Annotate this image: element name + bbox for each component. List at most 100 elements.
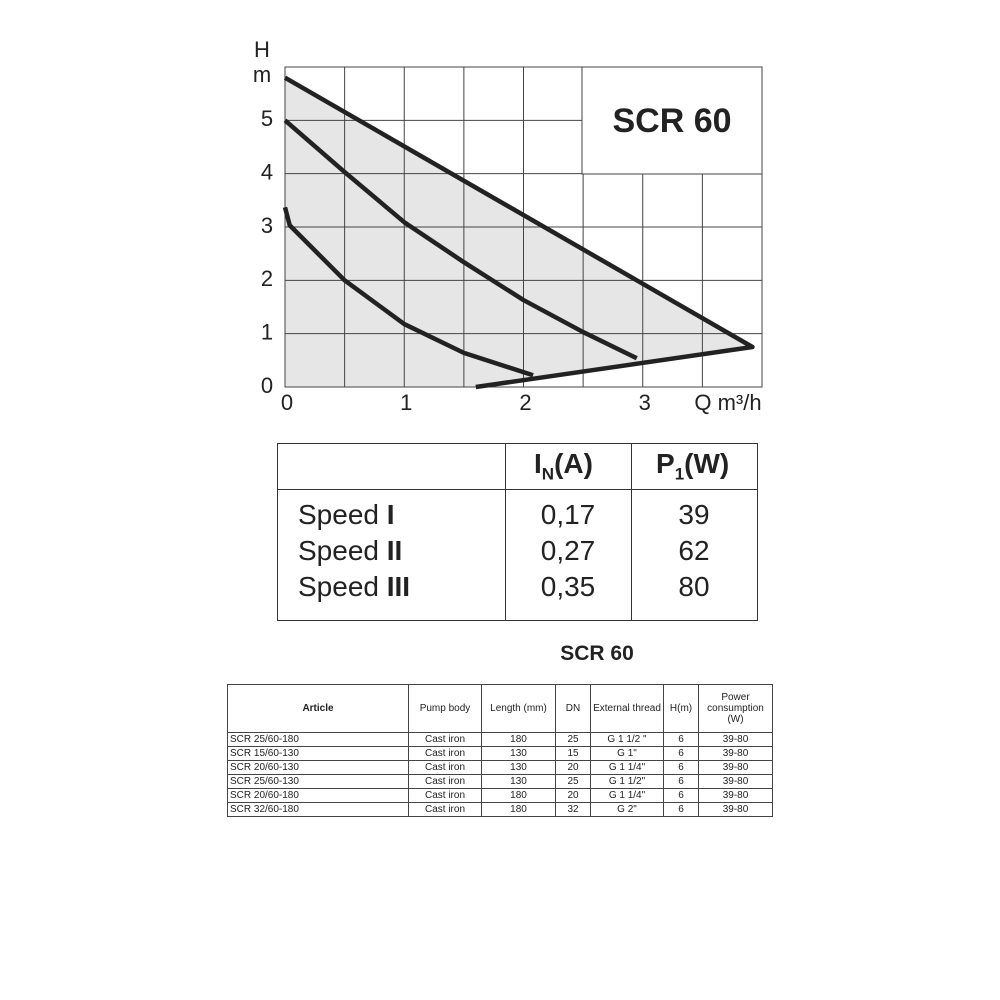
x-tick-label: 0 <box>281 390 293 415</box>
header-main: I <box>534 448 542 479</box>
table-cell: SCR 32/60-180 <box>227 802 409 817</box>
speed-level: II <box>386 535 403 566</box>
column-header: Article <box>227 684 409 733</box>
row-label: Speed II <box>298 535 402 567</box>
shaded-area <box>285 77 753 388</box>
table-row: SCR 15/60-130 Cast iron 130 15 G 1" 6 39-80 <box>227 746 773 761</box>
table-cell: 180 <box>481 802 556 817</box>
table-cell: G 1" <box>590 746 664 761</box>
speed-word: Speed <box>298 535 379 566</box>
speed-table: IN(A) P1(W) Speed I 0,17 39 Speed II 0,27 62 S… <box>277 443 758 621</box>
cell-value: 80 <box>678 571 710 602</box>
table-row: SCR 20/60-130 Cast iron 130 20 G 1 1/4" 6 39-8… <box>227 760 773 775</box>
column-header: Power consumption (W) <box>698 684 773 733</box>
table-cell: 32 <box>555 802 591 817</box>
header-sub: N <box>541 464 555 484</box>
chart-title: SCR 60 <box>612 102 731 140</box>
y-axis-unit: m <box>253 62 271 87</box>
table-row: SCR 32/60-180 Cast iron 180 32 G 2" 6 39-80 <box>227 802 773 817</box>
table-cell: G 1 1/4" <box>590 760 664 775</box>
row-label: Speed III <box>298 571 410 603</box>
table-cell: Cast iron <box>408 760 482 775</box>
title-box <box>581 66 763 175</box>
table-row: SCR 25/60-180 Cast iron 180 25 G 1 1/2 " 6 39-… <box>227 732 773 747</box>
article-table: Article Pump body Length (mm) DN External th… <box>227 684 773 817</box>
speed-level: III <box>386 571 411 602</box>
table-cell: G 1 1/2" <box>590 774 664 789</box>
x-tick-label: 1 <box>400 390 412 415</box>
divider <box>278 489 757 490</box>
y-axis-label: H <box>254 37 270 62</box>
table-cell: 130 <box>481 774 556 789</box>
header-sub: 1 <box>674 464 685 484</box>
table-cell: Cast iron <box>408 774 482 789</box>
table-cell: Cast iron <box>408 732 482 747</box>
table-cell: 6 <box>663 774 699 789</box>
column-header: H(m) <box>663 684 699 733</box>
table-cell: 6 <box>663 802 699 817</box>
table-cell: 6 <box>663 732 699 747</box>
cell-value: 0,27 <box>540 535 596 566</box>
y-tick-label: 2 <box>261 266 273 291</box>
column-header: DN <box>555 684 591 733</box>
table-cell: 39-80 <box>698 802 773 817</box>
x-axis-label: Q m³/h <box>694 390 761 415</box>
curve <box>283 75 755 390</box>
table-cell: Cast iron <box>408 802 482 817</box>
cell-value: 39 <box>678 499 710 530</box>
y-tick-label: 3 <box>261 213 273 238</box>
table-cell: SCR 25/60-180 <box>227 732 409 747</box>
table-cell: 39-80 <box>698 746 773 761</box>
table-cell: 20 <box>555 788 591 803</box>
curve <box>282 206 534 378</box>
chart: SCR 60 H m Q m³/h 0 1 2 3 0 1 2 3 4 5 <box>253 37 763 415</box>
table-cell: 25 <box>555 732 591 747</box>
cell-value: 0,17 <box>540 499 596 530</box>
cell-value: 0,35 <box>540 571 596 602</box>
table-cell: 25 <box>555 774 591 789</box>
table-cell: 6 <box>663 788 699 803</box>
speed-level: I <box>386 499 395 530</box>
cell-value: 62 <box>678 535 710 566</box>
column-header: P1(W) <box>656 448 729 485</box>
table-cell: SCR 20/60-180 <box>227 788 409 803</box>
table-row: SCR 20/60-180 Cast iron 180 20 G 1 1/4" 6 39-8… <box>227 788 773 803</box>
table-cell: 6 <box>663 746 699 761</box>
table-cell: SCR 20/60-130 <box>227 760 409 775</box>
column-header: IN(A) <box>534 448 593 485</box>
table-cell: 130 <box>481 760 556 775</box>
y-tick-label: 4 <box>261 159 273 184</box>
speed-word: Speed <box>298 571 379 602</box>
table-row: SCR 25/60-130 Cast iron 130 25 G 1 1/2" 6 39-8… <box>227 774 773 789</box>
table-cell: Cast iron <box>408 788 482 803</box>
header-unit: (W) <box>684 448 730 479</box>
x-tick-label: 3 <box>639 390 651 415</box>
table-cell: 130 <box>481 746 556 761</box>
table-cell: G 1 1/4" <box>590 788 664 803</box>
table-cell: 20 <box>555 760 591 775</box>
column-header: External thread <box>590 684 664 733</box>
divider <box>505 444 506 620</box>
table-cell: 39-80 <box>698 774 773 789</box>
table-cell: G 2" <box>590 802 664 817</box>
table-cell: 6 <box>663 760 699 775</box>
y-tick-label: 1 <box>261 319 273 344</box>
row-label: Speed I <box>298 499 395 531</box>
table-cell: SCR 25/60-130 <box>227 774 409 789</box>
y-tick-label: 5 <box>261 106 273 131</box>
table-cell: G 1 1/2 " <box>590 732 664 747</box>
table-cell: 39-80 <box>698 760 773 775</box>
y-tick-label: 0 <box>261 373 273 398</box>
curve <box>283 118 638 361</box>
table-cell: Cast iron <box>408 746 482 761</box>
header-unit: (A) <box>554 448 593 479</box>
header-main: P <box>656 448 675 479</box>
x-tick-label: 2 <box>519 390 531 415</box>
table-cell: SCR 15/60-130 <box>227 746 409 761</box>
speed-word: Speed <box>298 499 379 530</box>
table-cell: 180 <box>481 788 556 803</box>
table-cell: 39-80 <box>698 732 773 747</box>
column-header: Pump body <box>408 684 482 733</box>
column-header: Length (mm) <box>481 684 556 733</box>
